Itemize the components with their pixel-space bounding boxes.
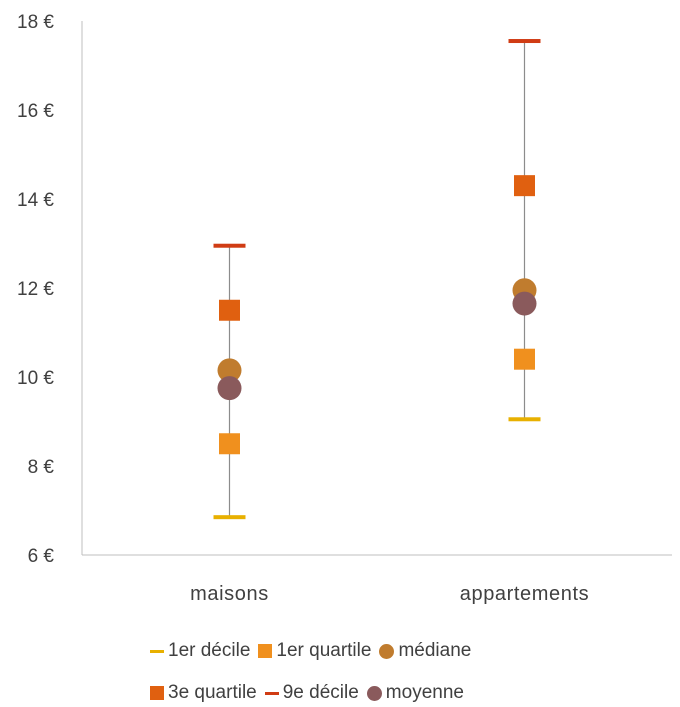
data-point-square bbox=[514, 175, 535, 197]
data-point-dash bbox=[213, 243, 246, 248]
range-lines bbox=[228, 41, 526, 518]
legend-symbol-square bbox=[150, 686, 164, 700]
data-point-square bbox=[514, 348, 535, 370]
category-labels: maisons appartements bbox=[190, 583, 590, 605]
legend-label: 1er quartile bbox=[276, 640, 372, 661]
legend-item: moyenne bbox=[366, 682, 464, 704]
data-point-circle bbox=[217, 376, 242, 401]
chart-axes bbox=[81, 21, 672, 556]
legend-symbol-circle bbox=[366, 685, 382, 701]
legend-item: 9e décile bbox=[264, 682, 359, 704]
y-tick-label: 10 € bbox=[17, 368, 54, 389]
legend-symbol-dash bbox=[150, 649, 164, 653]
data-point-square bbox=[219, 433, 240, 455]
y-tick-label: 18 € bbox=[17, 12, 54, 33]
legend-label: médiane bbox=[398, 640, 472, 661]
data-point-dash bbox=[213, 515, 246, 520]
data-point-circle bbox=[512, 291, 537, 316]
category-label: maisons bbox=[190, 583, 269, 605]
legend-symbol-square bbox=[258, 644, 273, 658]
legend-label: 9e décile bbox=[282, 682, 359, 703]
data-point-circle bbox=[217, 358, 242, 383]
y-tick-label: 16 € bbox=[17, 101, 54, 122]
chart: 6 € 8 € 10 € 12 € 14 € 16 € 18 € maisons appart… bbox=[17, 12, 672, 605]
y-tick-label: 8 € bbox=[28, 457, 55, 478]
data-point-square bbox=[219, 299, 240, 321]
legend-label: 1er décile bbox=[168, 640, 251, 661]
legend-symbol-dash bbox=[264, 691, 279, 695]
legend-item: 3e quartile bbox=[150, 682, 257, 704]
legend-row: 1er décile 1er quartile médiane bbox=[150, 638, 479, 664]
y-tick-label: 12 € bbox=[17, 279, 54, 300]
legend-item: médiane bbox=[379, 640, 471, 662]
y-tick-labels: 6 € 8 € 10 € 12 € 14 € 16 € 18 € bbox=[17, 12, 54, 567]
legend-symbol-circle bbox=[379, 643, 395, 659]
legend-label: moyenne bbox=[385, 682, 464, 703]
data-marks bbox=[213, 39, 541, 520]
category-label: appartements bbox=[460, 583, 590, 605]
legend-item: 1er quartile bbox=[258, 640, 371, 662]
y-tick-label: 6 € bbox=[28, 546, 55, 567]
y-tick-label: 14 € bbox=[17, 190, 54, 211]
legend-label: 3e quartile bbox=[168, 682, 257, 703]
legend-item: 1er décile bbox=[150, 640, 250, 662]
legend-row: 3e quartile 9e décile moyenne bbox=[150, 680, 472, 706]
data-point-dash bbox=[508, 417, 541, 422]
data-point-dash bbox=[508, 39, 541, 44]
